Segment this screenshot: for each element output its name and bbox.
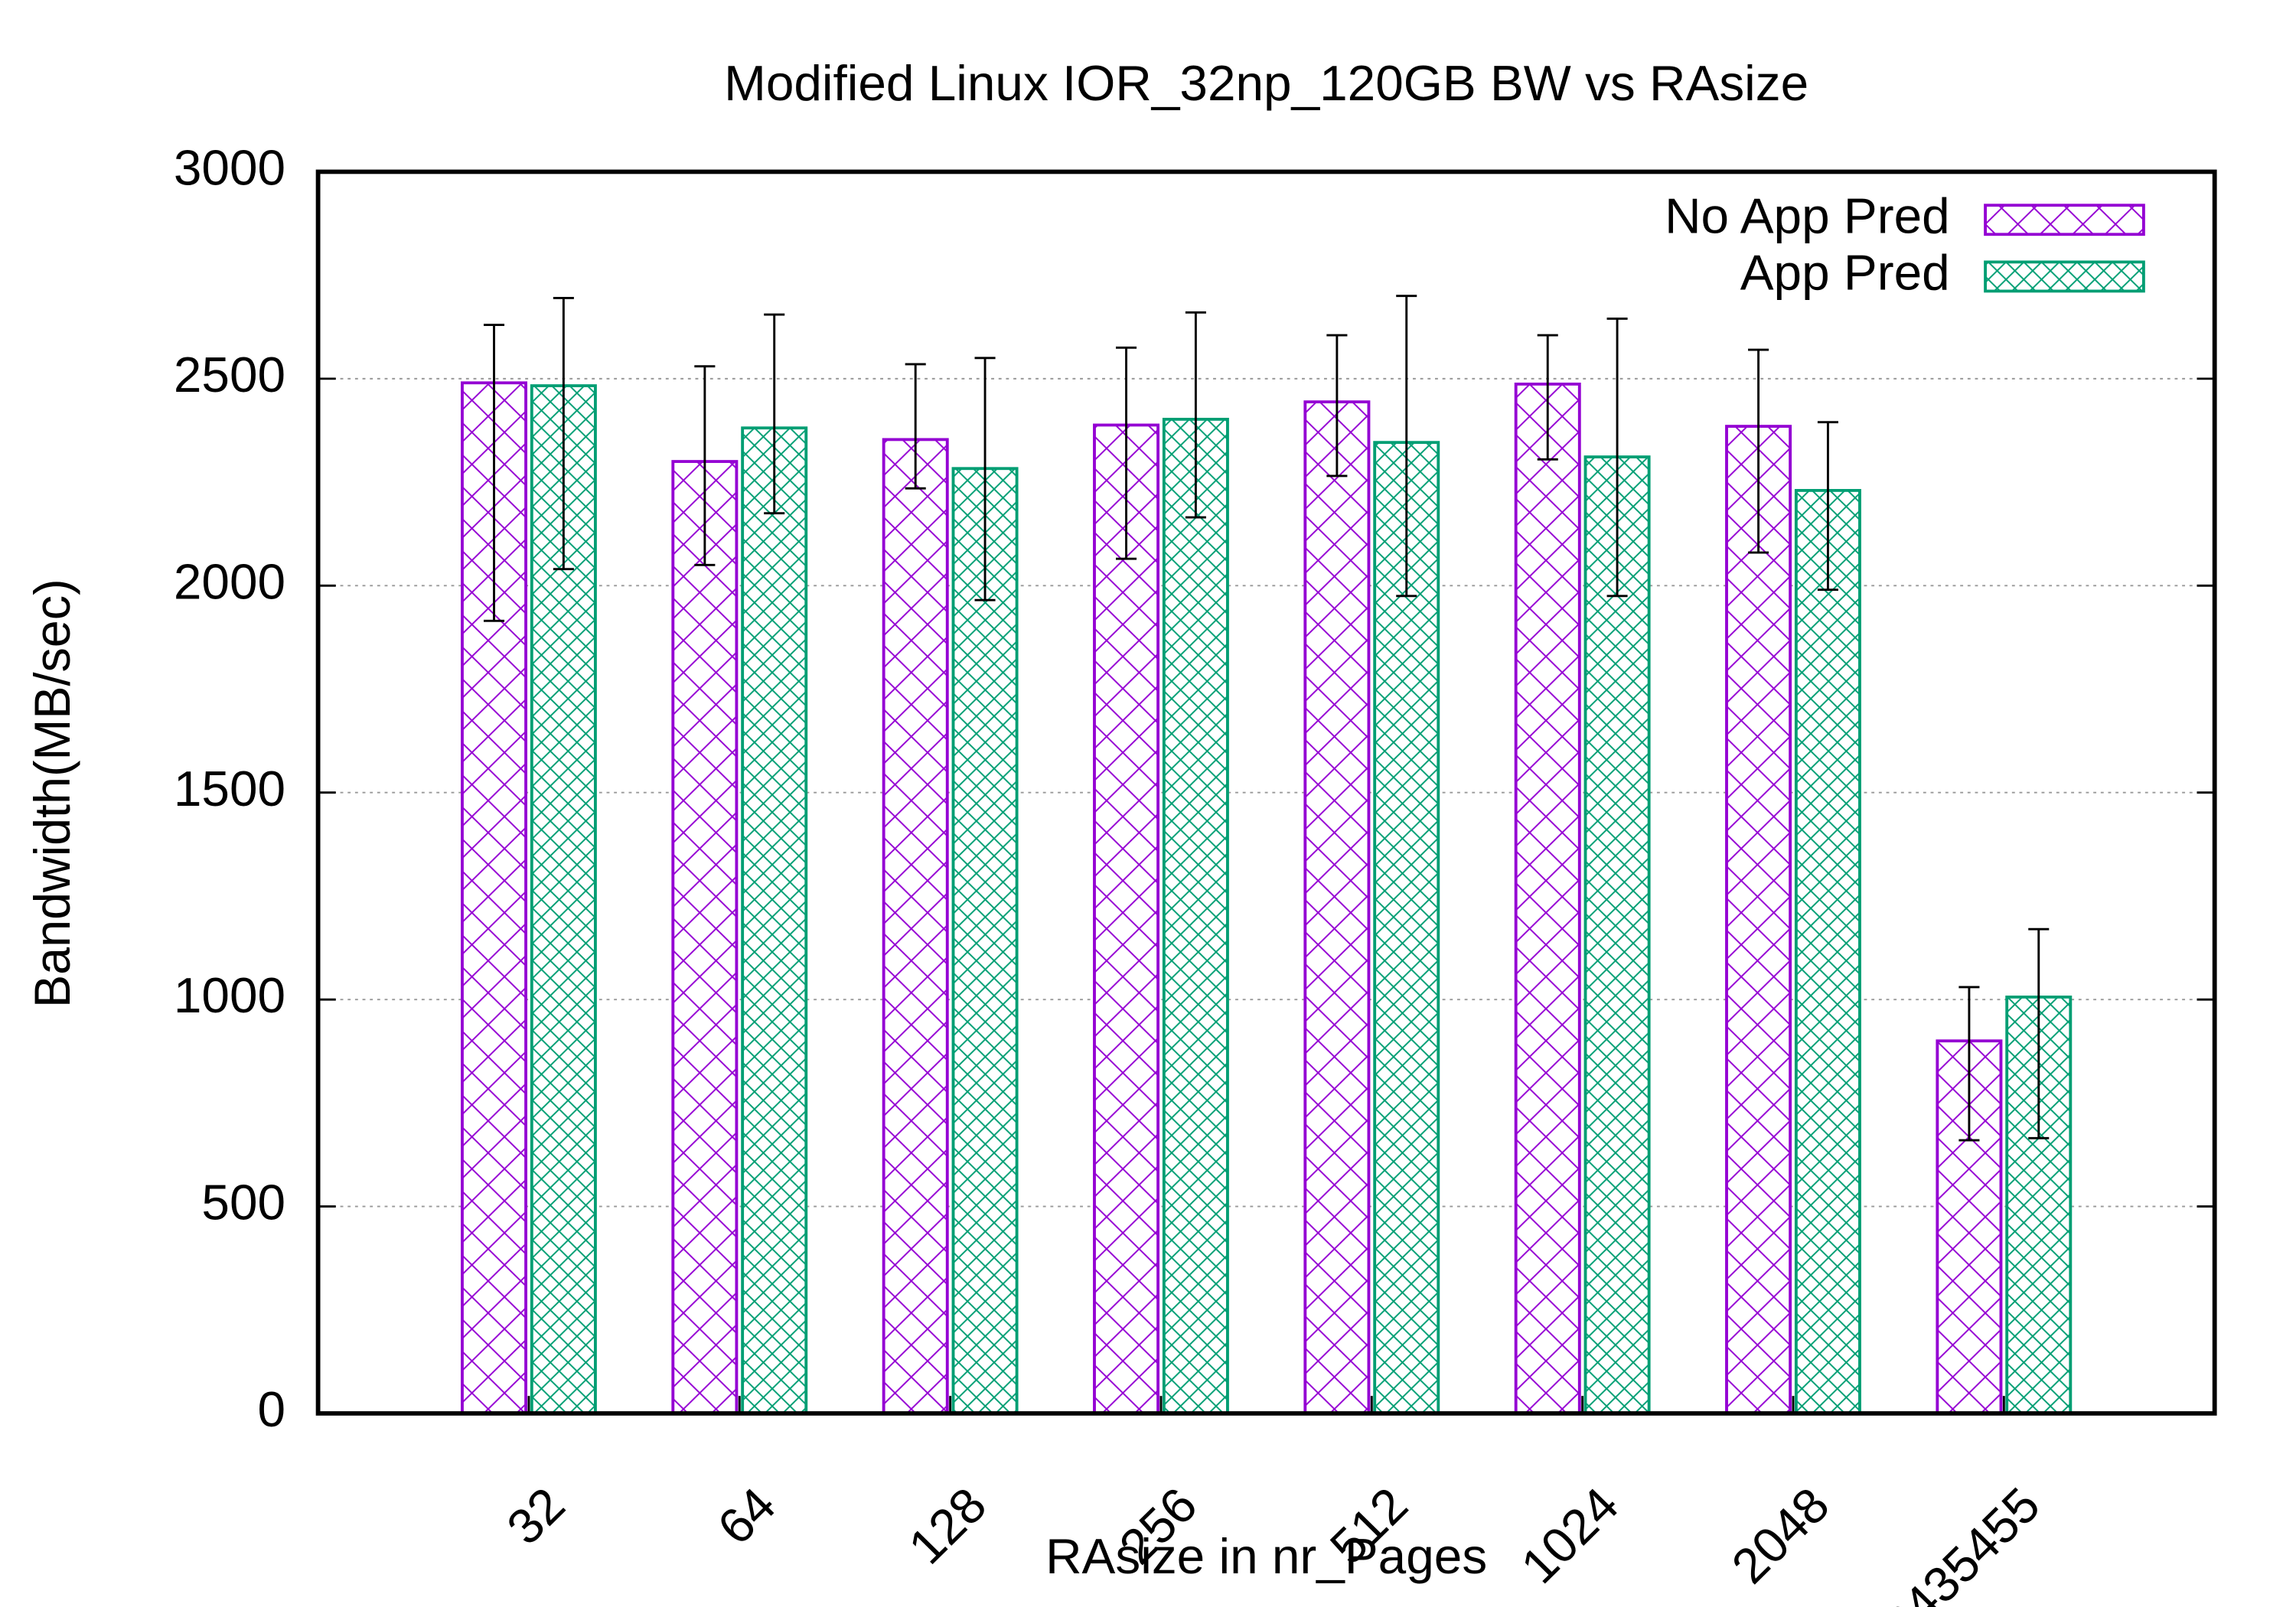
x-tick-label: 1024: [1510, 1477, 1629, 1594]
y-tick-label: 2000: [174, 554, 285, 609]
y-axis-label: Bandwidth(MB/sec): [24, 579, 80, 1008]
x-tick-label: 2048: [1721, 1477, 1840, 1594]
y-tick-label: 3000: [174, 140, 285, 195]
plot-frame: [315, 169, 2217, 1416]
legend-label: No App Pred: [1665, 188, 1950, 243]
x-tick-label: 128: [898, 1477, 997, 1574]
legend-swatch: [1984, 204, 2145, 236]
y-tick-label: 500: [201, 1175, 285, 1230]
y-tick-label: 0: [258, 1382, 286, 1437]
bar: [951, 467, 1019, 1415]
bar: [1725, 425, 1792, 1415]
y-tick-label: 2500: [174, 347, 285, 402]
legend-swatch: [1984, 260, 2145, 293]
bar: [1373, 441, 1440, 1415]
bar: [1093, 423, 1160, 1415]
legend-label: App Pred: [1740, 245, 1950, 300]
y-tick-label: 1500: [174, 761, 285, 816]
x-axis-label: RAsize in nr_Pages: [1045, 1529, 1487, 1584]
x-tick-label: 64: [706, 1477, 786, 1555]
bar: [741, 426, 808, 1415]
bar: [882, 438, 949, 1415]
bar: [671, 460, 739, 1415]
bar: [1794, 489, 1861, 1415]
bar: [1303, 400, 1371, 1415]
bar: [1583, 455, 1651, 1415]
chart-title: Modified Linux IOR_32np_120GB BW vs RAsi…: [724, 56, 1808, 111]
x-tick-label: 32: [496, 1477, 576, 1555]
x-tick-label: 268435455: [1833, 1477, 2051, 1607]
y-tick-label: 1000: [174, 968, 285, 1023]
bar: [1514, 383, 1581, 1415]
bar: [1162, 417, 1229, 1415]
